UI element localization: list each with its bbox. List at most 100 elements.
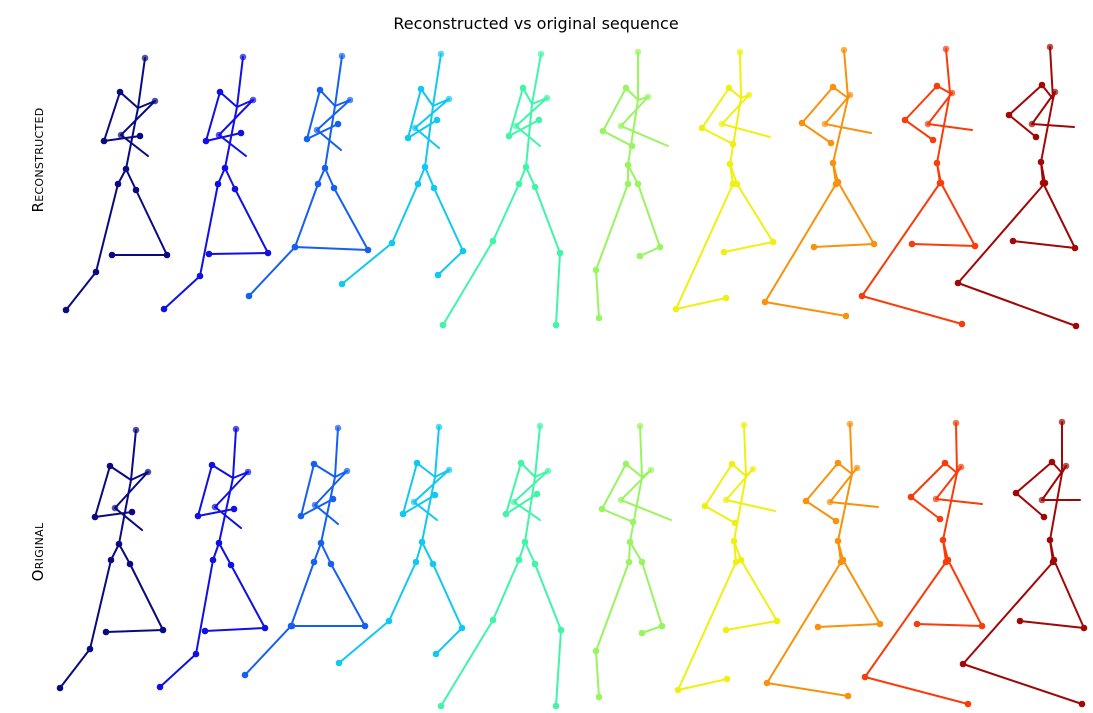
bone bbox=[119, 91, 139, 109]
joint-marker bbox=[622, 84, 630, 92]
bone bbox=[629, 476, 643, 543]
original-frame-7 bbox=[674, 421, 781, 694]
bone bbox=[837, 181, 875, 245]
joint-marker bbox=[937, 179, 945, 187]
bone bbox=[942, 539, 949, 561]
joint-marker bbox=[745, 91, 753, 99]
bone bbox=[89, 559, 112, 650]
joint-marker bbox=[1072, 322, 1080, 330]
joint-marker bbox=[432, 650, 440, 658]
joint-marker bbox=[399, 510, 407, 518]
joint-marker bbox=[122, 165, 130, 173]
joint-marker bbox=[656, 243, 664, 251]
joint-marker bbox=[417, 85, 425, 93]
bone bbox=[910, 462, 946, 498]
joint-marker bbox=[722, 496, 730, 504]
bone bbox=[861, 182, 941, 297]
bone bbox=[704, 505, 736, 524]
bone bbox=[415, 541, 423, 563]
bone bbox=[627, 164, 639, 185]
joint-marker bbox=[761, 298, 769, 306]
bone bbox=[947, 559, 983, 627]
bone bbox=[435, 627, 463, 655]
bone bbox=[627, 99, 639, 166]
bone bbox=[334, 55, 343, 107]
bone bbox=[105, 629, 164, 633]
bone bbox=[118, 479, 132, 545]
bone bbox=[234, 188, 269, 254]
joint-marker bbox=[924, 120, 932, 128]
joint-marker bbox=[936, 515, 944, 523]
bone bbox=[208, 252, 269, 255]
joint-marker bbox=[437, 702, 445, 710]
joint-marker bbox=[832, 517, 840, 525]
joint-marker bbox=[834, 459, 842, 467]
joint-marker bbox=[749, 465, 757, 473]
joint-marker bbox=[958, 320, 966, 328]
bone bbox=[224, 106, 238, 169]
bone bbox=[525, 166, 536, 188]
joint-marker bbox=[115, 540, 123, 548]
bone bbox=[595, 183, 629, 271]
bone bbox=[677, 678, 728, 691]
bone bbox=[1031, 91, 1056, 125]
bone bbox=[195, 559, 214, 655]
bone bbox=[421, 476, 436, 543]
bone bbox=[837, 473, 853, 542]
joint-marker bbox=[216, 88, 224, 96]
original-frame-1 bbox=[56, 426, 167, 692]
bone bbox=[595, 269, 600, 319]
bone bbox=[313, 542, 322, 563]
joint-marker bbox=[1040, 513, 1048, 521]
joint-marker bbox=[211, 503, 219, 511]
joint-marker bbox=[533, 490, 541, 498]
bone bbox=[1019, 620, 1085, 629]
bone bbox=[1040, 98, 1054, 163]
joint-marker bbox=[729, 140, 737, 148]
bone bbox=[962, 663, 1083, 705]
joint-marker bbox=[617, 496, 625, 504]
bone bbox=[534, 425, 541, 478]
joint-marker bbox=[964, 700, 972, 708]
joint-marker bbox=[91, 513, 99, 521]
bone bbox=[940, 182, 976, 247]
joint-marker bbox=[421, 163, 429, 171]
joint-marker bbox=[544, 467, 552, 475]
bone bbox=[205, 91, 221, 142]
joint-marker bbox=[957, 463, 965, 471]
joint-marker bbox=[160, 305, 168, 313]
bone bbox=[805, 462, 839, 502]
bone bbox=[103, 91, 121, 142]
bone bbox=[440, 619, 494, 707]
joint-marker bbox=[1028, 120, 1036, 128]
bone bbox=[725, 620, 778, 631]
joint-marker bbox=[156, 683, 164, 691]
joint-marker bbox=[725, 84, 733, 92]
bone bbox=[219, 91, 238, 108]
joint-marker bbox=[502, 510, 510, 518]
bone bbox=[432, 53, 442, 107]
joint-marker bbox=[617, 122, 625, 130]
bone bbox=[675, 297, 727, 310]
bone bbox=[595, 561, 630, 652]
joint-marker bbox=[385, 617, 393, 625]
joint-marker bbox=[952, 419, 960, 427]
bone bbox=[163, 275, 201, 310]
bone bbox=[637, 183, 661, 248]
joint-marker bbox=[908, 240, 916, 248]
bone bbox=[505, 462, 522, 515]
joint-marker bbox=[1050, 556, 1058, 564]
joint-marker bbox=[698, 124, 706, 132]
original-row bbox=[56, 418, 1088, 710]
bone bbox=[764, 183, 837, 303]
joint-marker bbox=[629, 518, 637, 526]
joint-marker bbox=[132, 186, 140, 194]
bone bbox=[492, 183, 520, 242]
joint-marker bbox=[117, 131, 125, 139]
bone bbox=[801, 122, 832, 144]
original-frame-2 bbox=[156, 425, 269, 691]
joint-marker bbox=[261, 624, 269, 632]
bone bbox=[1012, 240, 1076, 249]
joint-marker bbox=[531, 183, 539, 191]
joint-marker bbox=[821, 120, 829, 128]
